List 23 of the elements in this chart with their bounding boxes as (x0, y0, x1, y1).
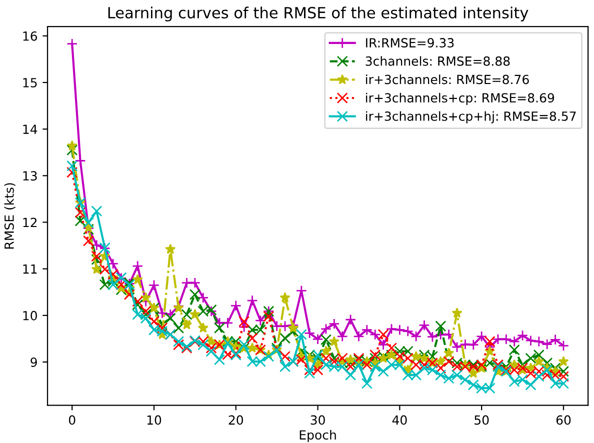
y-axis-title: RMSE (kts) (4, 183, 16, 249)
y-tick-label: 10 (23, 310, 37, 320)
legend-label: ir+3channels+cp+hj: RMSE=8.57 (366, 111, 576, 124)
chart-title: Learning curves of the RMSE of the estimated intensity (108, 6, 528, 22)
legend-label: 3channels: RMSE=8.88 (366, 56, 510, 66)
x-tick-label: 60 (556, 415, 571, 425)
x-tick-label: 50 (474, 415, 489, 425)
x-tick-label: 30 (310, 415, 325, 425)
y-tick-label: 12 (23, 218, 37, 227)
x-tick-label: 0 (68, 415, 76, 425)
x-tick-label: 20 (228, 415, 244, 425)
x-axis-title: Epoch (300, 430, 336, 442)
x-tick-label: 10 (147, 415, 162, 425)
x-tick-label: 40 (392, 415, 407, 425)
legend-label: ir+3channels+cp: RMSE=8.69 (366, 92, 554, 105)
legend-label: ir+3channels: RMSE=8.76 (366, 74, 529, 84)
y-tick-label: 11 (23, 264, 37, 274)
y-tick-label: 15 (23, 78, 37, 88)
y-tick-label: 14 (23, 124, 38, 134)
y-tick-label: 16 (23, 31, 38, 41)
y-tick-label: 13 (23, 171, 37, 181)
y-tick-label: 9 (30, 357, 37, 367)
legend-label: IR:RMSE=9.33 (366, 38, 454, 48)
